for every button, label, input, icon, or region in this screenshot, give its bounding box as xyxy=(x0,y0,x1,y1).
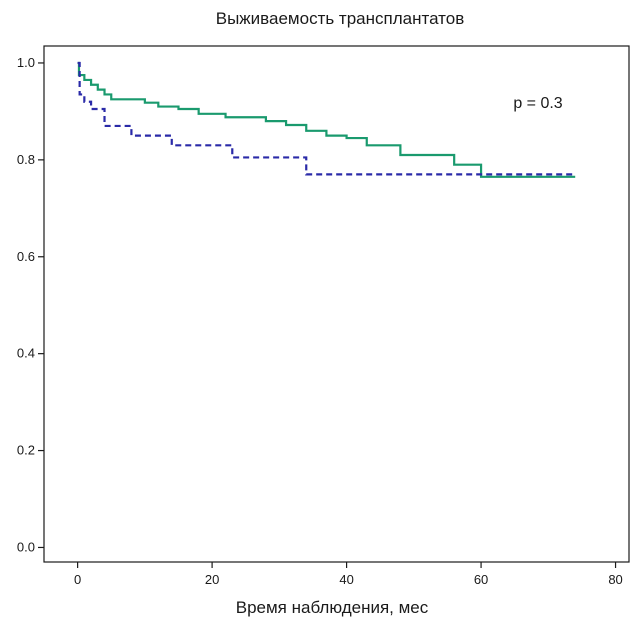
x-axis: 0 20 40 60 80 xyxy=(74,562,623,587)
x-tick-label: 40 xyxy=(339,572,353,587)
x-tick-label: 80 xyxy=(608,572,622,587)
x-axis-label: Время наблюдения, мес xyxy=(236,598,429,617)
p-value-annotation: p = 0.3 xyxy=(513,95,562,112)
x-tick-label: 20 xyxy=(205,572,219,587)
x-tick-label: 0 xyxy=(74,572,81,587)
y-tick-label: 0.0 xyxy=(17,539,35,554)
plot-frame xyxy=(43,45,630,563)
y-tick-label: 0.4 xyxy=(17,346,35,361)
y-tick-label: 0.6 xyxy=(17,249,35,264)
y-tick-label: 1.0 xyxy=(17,55,35,70)
y-tick-label: 0.8 xyxy=(17,152,35,167)
chart-title: Выживаемость трансплантатов xyxy=(216,9,465,28)
series-line-solid xyxy=(77,61,576,178)
y-axis: 0.0 0.2 0.4 0.6 0.8 1.0 xyxy=(17,55,44,554)
series-line-dashed xyxy=(77,61,576,176)
x-tick-label: 60 xyxy=(474,572,488,587)
y-tick-label: 0.2 xyxy=(17,443,35,458)
series-layer xyxy=(77,61,576,178)
